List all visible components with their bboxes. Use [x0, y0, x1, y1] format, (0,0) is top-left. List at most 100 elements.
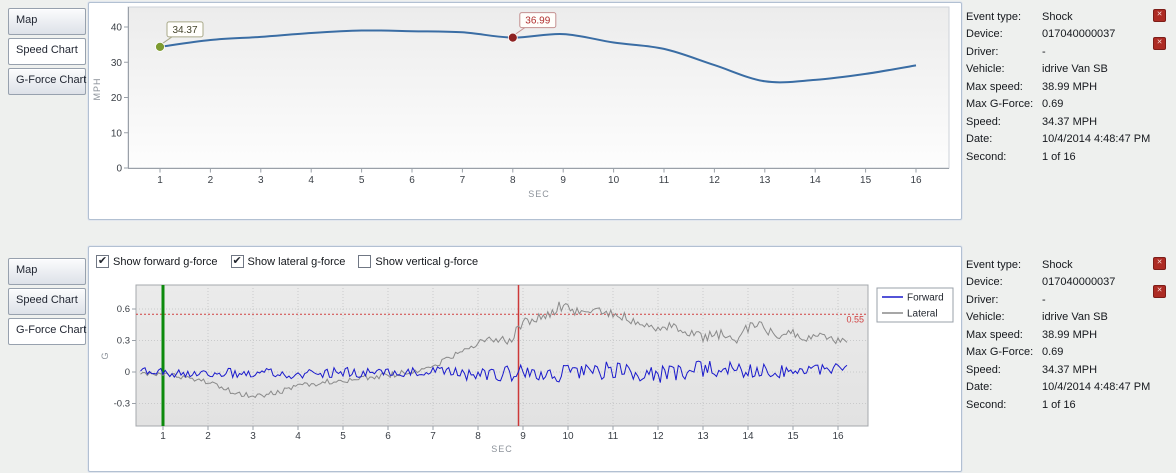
- marker-dot[interactable]: [155, 41, 165, 52]
- y-tick-label: 10: [111, 128, 123, 139]
- checkbox-checked-icon[interactable]: ✔: [230, 255, 244, 268]
- y-tick-label: 0: [125, 367, 130, 378]
- checkbox-checked-icon[interactable]: ✔: [96, 255, 109, 268]
- x-tick-label: 5: [340, 431, 346, 442]
- info-label: Speed:: [966, 115, 1001, 128]
- x-axis-title: SEC: [491, 444, 513, 454]
- x-tick-label: 2: [205, 431, 211, 442]
- x-tick-label: 14: [810, 175, 822, 186]
- threshold-label: 0.55: [846, 314, 864, 324]
- toggle-show-vertical-g-force[interactable]: Show vertical g-force: [358, 255, 478, 268]
- marker-leader: [514, 27, 526, 36]
- info-row-max-g-force: Max G-Force: 0.69: [966, 344, 1172, 362]
- marker-dot[interactable]: [507, 32, 518, 43]
- toggle-label: Show forward g-force: [113, 255, 218, 268]
- event-info-rows: Event type: Shock Device: 017040000037 Drive…: [966, 256, 1172, 414]
- y-tick-label: 30: [111, 58, 123, 69]
- y-axis-title: G: [100, 351, 110, 359]
- info-label: Vehicle:: [966, 63, 1005, 76]
- toggle-show-forward-g-force[interactable]: ✔ Show forward g-force: [96, 255, 218, 268]
- y-tick-label: -0.3: [114, 399, 130, 410]
- legend-label[interactable]: Forward: [907, 293, 944, 304]
- x-tick-label: 13: [759, 175, 771, 186]
- tab-map[interactable]: Map: [8, 8, 86, 35]
- toggle-label: Show vertical g-force: [375, 255, 479, 268]
- marker-label: 34.37: [172, 25, 197, 36]
- info-label: Date:: [966, 133, 993, 146]
- toggle-label: Show lateral g-force: [247, 255, 346, 268]
- info-value: 1 of 16: [1042, 398, 1076, 411]
- legend-box: [876, 287, 954, 323]
- tab-g-force-chart[interactable]: G-Force Chart: [8, 318, 86, 345]
- close-icon[interactable]: ✕: [1153, 257, 1166, 270]
- info-label: Driver:: [966, 293, 999, 306]
- legend-label[interactable]: Lateral: [907, 309, 938, 320]
- close-icon[interactable]: ✕: [1153, 9, 1166, 22]
- x-tick-label: 15: [787, 431, 799, 442]
- info-value: 34.37 MPH: [1042, 363, 1098, 376]
- x-tick-label: 8: [475, 431, 481, 442]
- info-value: 38.99 MPH: [1042, 328, 1098, 341]
- series-forward[interactable]: [140, 360, 848, 383]
- x-tick-label: 15: [860, 175, 872, 186]
- info-row-vehicle: Vehicle: idrive Van SB: [966, 61, 1172, 79]
- info-label: Device:: [966, 28, 1003, 41]
- x-tick-label: 11: [659, 175, 670, 186]
- tab-g-force-chart[interactable]: G-Force Chart: [8, 68, 86, 95]
- marker-label-box: [519, 12, 557, 29]
- y-tick-label: 0.6: [117, 304, 130, 315]
- x-tick-label: 16: [832, 431, 844, 442]
- event-info-bottom: Event type: Shock Device: 017040000037 Drive…: [966, 256, 1172, 414]
- close-icon[interactable]: ✕: [1153, 285, 1166, 298]
- x-tick-label: 5: [359, 175, 365, 186]
- info-value: 34.37 MPH: [1042, 115, 1098, 128]
- view-tabs-top: Map Speed Chart G-Force Chart: [8, 8, 86, 95]
- x-tick-label: 10: [608, 175, 620, 186]
- series-lateral[interactable]: [140, 301, 848, 399]
- tab-speed-chart[interactable]: Speed Chart: [8, 288, 86, 315]
- event-info-rows: Event type: Shock Device: 017040000037 Drive…: [966, 8, 1172, 166]
- info-row-date: Date: 10/4/2014 4:48:47 PM: [966, 131, 1172, 149]
- info-row-driver: Driver: -: [966, 43, 1172, 61]
- close-icon[interactable]: ✕: [1153, 37, 1166, 50]
- info-row-device: Device: 017040000037: [966, 26, 1172, 44]
- info-label: Vehicle:: [966, 311, 1005, 324]
- tab-speed-chart[interactable]: Speed Chart: [8, 38, 86, 65]
- x-tick-label: 6: [409, 175, 415, 186]
- info-label: Event type:: [966, 10, 1022, 23]
- info-label: Second:: [966, 398, 1007, 411]
- x-tick-label: 14: [742, 431, 754, 442]
- info-label: Max G-Force:: [966, 346, 1034, 359]
- marker-label-box: [166, 21, 204, 38]
- checkbox-unchecked-icon[interactable]: [358, 255, 372, 268]
- info-row-speed: Speed: 34.37 MPH: [966, 113, 1172, 131]
- event-info-top: Event type: Shock Device: 017040000037 Drive…: [966, 8, 1172, 166]
- y-tick-label: 20: [111, 93, 123, 104]
- toggle-show-lateral-g-force[interactable]: ✔ Show lateral g-force: [230, 255, 346, 268]
- info-label: Max speed:: [966, 328, 1023, 341]
- marker-leader: [161, 36, 173, 45]
- info-value: 1 of 16: [1042, 150, 1076, 163]
- y-axis-title: MPH: [92, 78, 102, 101]
- x-tick-label: 1: [160, 431, 166, 442]
- info-label: Second:: [966, 150, 1007, 163]
- x-tick-label: 1: [157, 175, 163, 186]
- tab-map[interactable]: Map: [8, 258, 86, 285]
- info-row-second: Second: 1 of 16: [966, 396, 1172, 414]
- info-value: idrive Van SB: [1042, 63, 1108, 76]
- info-value: 0.69: [1042, 98, 1064, 111]
- speed-plot-area[interactable]: [127, 6, 950, 169]
- info-row-max-speed: Max speed: 38.99 MPH: [966, 326, 1172, 344]
- x-tick-label: 12: [652, 431, 664, 442]
- speed-line[interactable]: [159, 29, 917, 84]
- info-value: 017040000037: [1042, 28, 1116, 41]
- gforce-chart[interactable]: -0.300.30.61 2 3 4 5 6 7 8 9 10 11 12 13 14 15 16SECG0.…: [89, 273, 959, 467]
- speed-chart-panel: 0 10 20 30 40 1 2 3 4 5 6 7 8 9 10 11 12 13 14 15 16 SEC MPH 34…: [88, 2, 962, 220]
- info-label: Max speed:: [966, 80, 1023, 93]
- gforce-plot-area[interactable]: [135, 284, 869, 427]
- info-label: Max G-Force:: [966, 98, 1034, 111]
- info-value: Shock: [1042, 10, 1073, 23]
- info-value: Shock: [1042, 258, 1073, 271]
